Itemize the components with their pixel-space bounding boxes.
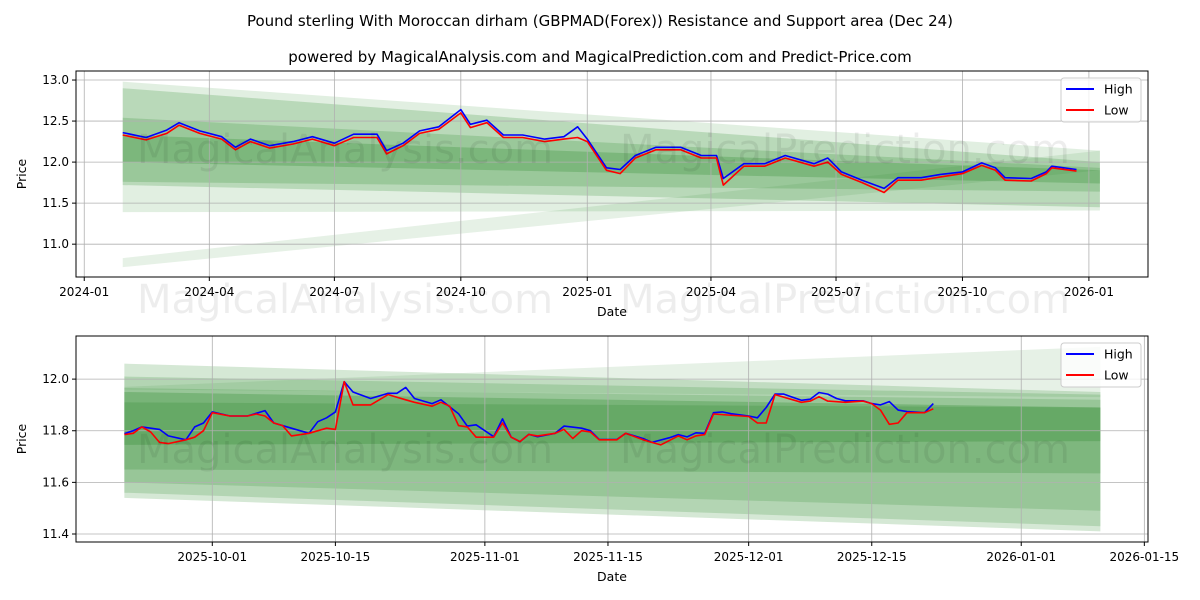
support-resistance-band bbox=[122, 135, 1100, 184]
y-tick-label: 12.5 bbox=[42, 114, 69, 128]
support-resistance-band bbox=[124, 376, 1101, 527]
x-tick-label: 2025-04 bbox=[686, 285, 736, 299]
top-chart: 11.0 11.5 12.0 12.5 13.0 2024-01 2024-04 2024-0… bbox=[14, 70, 1149, 319]
x-tick-label: 2025-07 bbox=[811, 285, 861, 299]
y-tick-label: 11.6 bbox=[42, 475, 69, 489]
x-tick-label: 2024-04 bbox=[184, 285, 234, 299]
series-line-high bbox=[122, 108, 1077, 190]
watermark-prediction: MagicalPrediction.com bbox=[620, 277, 1070, 323]
x-tick-label: 2025-10-15 bbox=[301, 550, 371, 564]
x-tick-label: 2025-10 bbox=[937, 285, 987, 299]
x-tick-label: 2024-07 bbox=[309, 285, 359, 299]
x-axis-label: Date bbox=[597, 304, 627, 319]
legend-label-high: High bbox=[1104, 347, 1133, 362]
y-axis-label: Price bbox=[14, 158, 29, 189]
support-resistance-band bbox=[122, 117, 1100, 192]
x-tick-label: 2025-12-01 bbox=[714, 550, 784, 564]
x-axis-label: Date bbox=[597, 569, 627, 584]
watermark-analysis: MagicalAnalysis.com bbox=[137, 277, 553, 323]
y-tick-label: 12.0 bbox=[42, 372, 69, 386]
legend-label-low: Low bbox=[1104, 368, 1129, 383]
watermark-analysis: MagicalAnalysis.com bbox=[137, 127, 553, 173]
x-tick-label: 2026-01-15 bbox=[1109, 550, 1179, 564]
y-tick-label: 11.0 bbox=[42, 237, 69, 251]
x-tick-label: 2025-11-01 bbox=[450, 550, 520, 564]
support-resistance-band bbox=[124, 402, 1101, 474]
x-tick-label: 2025-01 bbox=[562, 285, 612, 299]
y-tick-label: 12.0 bbox=[42, 155, 69, 169]
x-tick-label: 2025-11-15 bbox=[573, 550, 643, 564]
y-axis-label: Price bbox=[14, 423, 29, 454]
watermark-prediction: MagicalPrediction.com bbox=[620, 427, 1070, 473]
chart-title: Pound sterling With Moroccan dirham (GBP… bbox=[247, 12, 953, 30]
chart-subtitle: powered by MagicalAnalysis.com and Magic… bbox=[288, 48, 912, 66]
support-resistance-band bbox=[124, 388, 1101, 511]
watermark-analysis: MagicalAnalysis.com bbox=[137, 427, 553, 473]
legend: High Low bbox=[1060, 342, 1142, 388]
support-resistance-band bbox=[124, 346, 1101, 398]
plot-frame bbox=[75, 335, 1149, 543]
legend-label-high: High bbox=[1104, 82, 1133, 97]
legend: High Low bbox=[1060, 77, 1142, 123]
y-tick-label: 13.0 bbox=[42, 73, 69, 87]
legend-label-low: Low bbox=[1104, 103, 1129, 118]
y-tick-label: 11.4 bbox=[42, 527, 69, 541]
x-tick-label: 2025-10-01 bbox=[177, 550, 247, 564]
x-tick-label: 2025-12-15 bbox=[837, 550, 907, 564]
x-tick-label: 2024-10 bbox=[436, 285, 486, 299]
plot-frame bbox=[75, 70, 1149, 278]
y-tick-label: 11.5 bbox=[42, 196, 69, 210]
watermark-prediction: MagicalPrediction.com bbox=[620, 127, 1070, 173]
x-tick-label: 2026-01-01 bbox=[986, 550, 1056, 564]
series-line-low bbox=[122, 112, 1077, 194]
series-line-low bbox=[124, 380, 934, 446]
bottom-chart: 11.4 11.6 11.8 12.0 2025-10-01 2025-10-15 2025… bbox=[14, 335, 1179, 584]
x-tick-label: 2024-01 bbox=[59, 285, 109, 299]
y-tick-label: 11.8 bbox=[42, 424, 69, 438]
x-tick-label: 2026-01 bbox=[1064, 285, 1114, 299]
